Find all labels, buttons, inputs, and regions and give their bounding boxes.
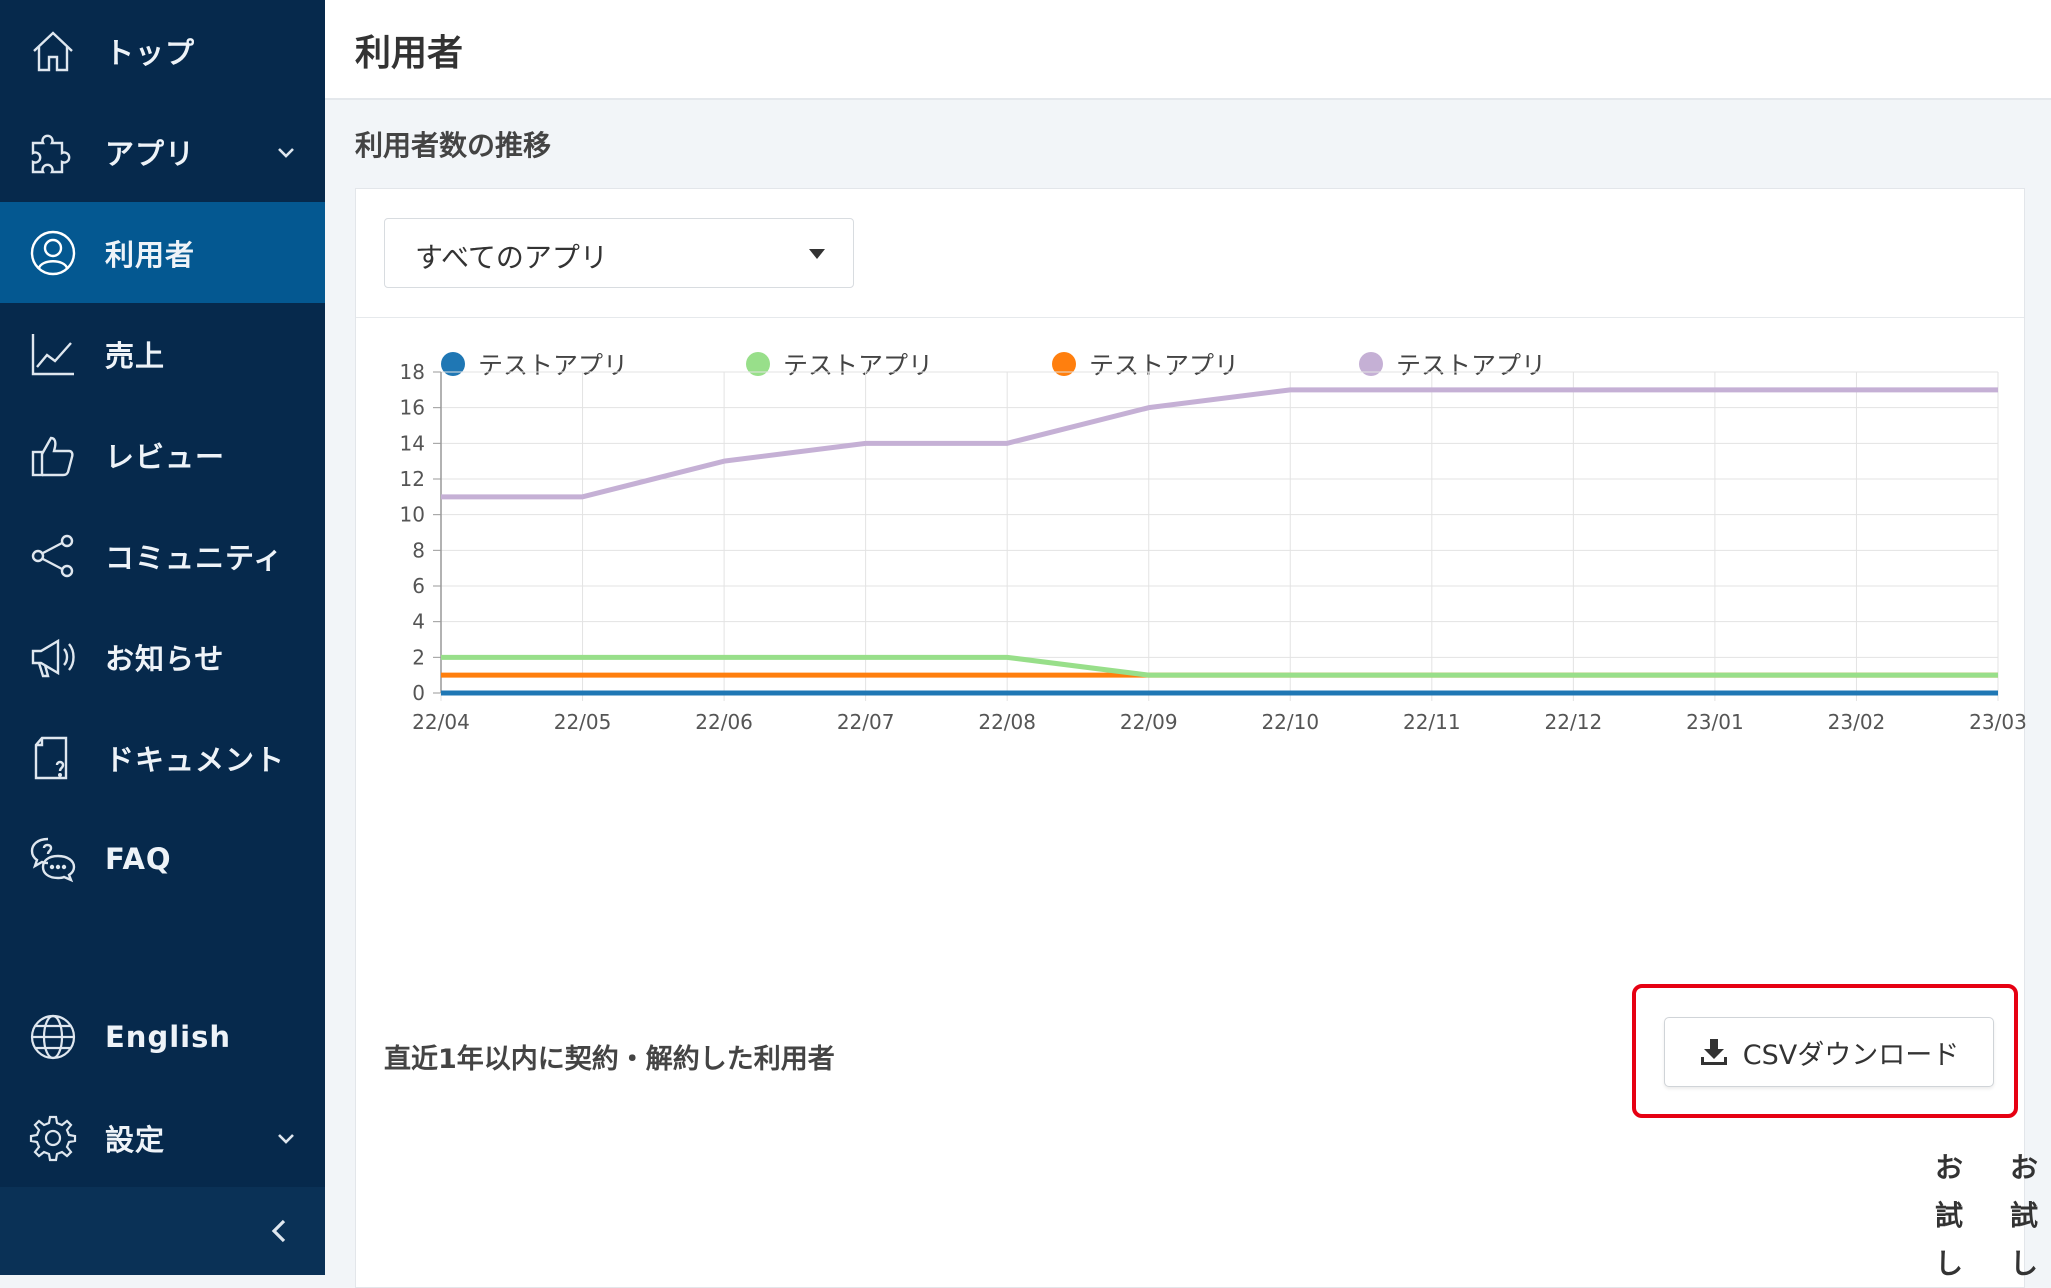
document-icon xyxy=(28,733,78,783)
home-icon xyxy=(28,26,78,76)
y-tick-label: 8 xyxy=(412,538,425,562)
chevron-left-icon[interactable] xyxy=(265,1215,295,1247)
caret-down-icon xyxy=(809,249,825,259)
app-select-value: すべてのアプリ xyxy=(415,241,608,274)
sidebar-item-settings[interactable]: 設定 xyxy=(0,1087,325,1188)
x-tick-label: 22/04 xyxy=(412,710,470,734)
legend-label: テストアプリ xyxy=(478,351,629,380)
line-chart-icon xyxy=(28,329,78,379)
language-label: English xyxy=(105,1019,232,1054)
y-tick-label: 2 xyxy=(412,645,425,669)
legend-label: テストアプリ xyxy=(1396,351,1547,380)
globe-icon xyxy=(28,1012,78,1062)
sidebar-item-label: ドキュメント xyxy=(105,742,286,777)
sidebar: トップ アプリ 利用者 売上 レビュー コミュニティ xyxy=(0,0,325,1275)
legend-item[interactable]: テストアプリ xyxy=(1052,344,1239,384)
x-tick-label: 23/01 xyxy=(1686,710,1744,734)
chart-legend: テストアプリ テストアプリ テストアプリ テストアプリ xyxy=(356,344,2024,384)
table-column-header: お試し xyxy=(1935,1151,1964,1280)
csv-download-label: CSVダウンロード xyxy=(1742,1039,1960,1071)
user-trend-chart: 0 2 4 6 8 10 12 14 16 18 22/04 22/05 22/06 22/07 22/08… xyxy=(400,360,2026,734)
x-tick-label: 23/02 xyxy=(1828,710,1886,734)
page-title: 利用者 xyxy=(355,33,464,74)
sidebar-item-label: 売上 xyxy=(105,338,166,373)
sidebar-item-label: コミュニティ xyxy=(105,540,284,575)
sidebar-item-community[interactable]: コミュニティ xyxy=(0,505,325,606)
download-icon xyxy=(1700,1039,1727,1065)
sidebar-item-faq[interactable]: FAQ xyxy=(0,808,325,909)
y-tick-label: 14 xyxy=(400,431,425,455)
highlight-box xyxy=(1632,984,2018,1118)
x-tick-label: 22/12 xyxy=(1545,710,1603,734)
sidebar-item-users[interactable]: 利用者 xyxy=(0,202,325,303)
legend-label: テストアプリ xyxy=(783,351,934,380)
series-line-2 xyxy=(441,654,1998,678)
chevron-down-icon[interactable] xyxy=(275,1127,297,1149)
sidebar-item-label: レビュー xyxy=(105,439,226,474)
sidebar-item-label: お知らせ xyxy=(105,641,225,676)
sidebar-item-label: アプリ xyxy=(105,136,196,171)
sidebar-item-reviews[interactable]: レビュー xyxy=(0,404,325,505)
chevron-down-icon[interactable] xyxy=(275,141,297,163)
y-tick-label: 16 xyxy=(400,396,425,420)
page-header: 利用者 xyxy=(325,0,2051,100)
sidebar-item-label: 利用者 xyxy=(105,237,196,272)
sidebar-item-label: FAQ xyxy=(105,841,172,876)
share-icon xyxy=(28,531,78,581)
x-tick-label: 22/11 xyxy=(1403,710,1461,734)
section-title: 利用者数の推移 xyxy=(355,129,552,162)
user-icon xyxy=(28,228,78,278)
y-tick-label: 0 xyxy=(412,681,425,705)
sidebar-collapse-bar xyxy=(0,1187,325,1275)
x-tick-label: 22/08 xyxy=(978,710,1036,734)
card-toolbar: すべてのアプリ xyxy=(356,189,2024,318)
user-trend-card: すべてのアプリ テストアプリ テストアプリ テストアプリ テストアプリ 0 2 4 6… xyxy=(355,188,2038,1288)
sidebar-item-label: トップ xyxy=(105,35,196,70)
x-tick-label: 22/10 xyxy=(1261,710,1319,734)
series-line-4 xyxy=(441,387,1998,500)
x-tick-label: 22/07 xyxy=(837,710,895,734)
thumbs-up-icon xyxy=(28,430,78,480)
sidebar-item-documents[interactable]: ドキュメント xyxy=(0,707,325,808)
sidebar-item-news[interactable]: お知らせ xyxy=(0,606,325,707)
y-tick-label: 12 xyxy=(400,467,425,491)
app-select[interactable]: すべてのアプリ xyxy=(384,218,854,288)
y-tick-label: 6 xyxy=(412,574,425,598)
gear-icon xyxy=(28,1113,78,1163)
puzzle-icon xyxy=(28,127,78,177)
subsection-title: 直近1年以内に契約・解約した利用者 xyxy=(384,1044,835,1075)
x-tick-label: 23/03 xyxy=(1969,710,2026,734)
x-tick-label: 22/06 xyxy=(695,710,753,734)
sidebar-item-label: 設定 xyxy=(105,1122,166,1157)
table-column-header: お試し xyxy=(2010,1151,2039,1280)
megaphone-icon xyxy=(28,632,78,682)
sidebar-item-apps[interactable]: アプリ xyxy=(0,101,325,202)
y-tick-label: 18 xyxy=(400,360,425,384)
language-switch[interactable]: English xyxy=(0,986,325,1087)
sidebar-item-sales[interactable]: 売上 xyxy=(0,303,325,404)
faq-chat-icon xyxy=(28,834,78,884)
sidebar-item-top[interactable]: トップ xyxy=(0,0,325,101)
x-tick-label: 22/05 xyxy=(554,710,612,734)
csv-download-button[interactable]: CSVダウンロード xyxy=(1664,1017,1994,1087)
y-tick-label: 4 xyxy=(412,610,425,634)
x-tick-label: 22/09 xyxy=(1120,710,1178,734)
y-tick-label: 10 xyxy=(400,503,425,527)
legend-label: テストアプリ xyxy=(1089,351,1240,380)
